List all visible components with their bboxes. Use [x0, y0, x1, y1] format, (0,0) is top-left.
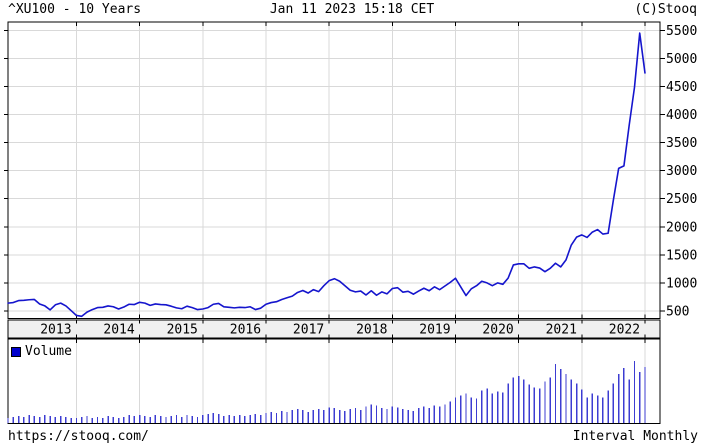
x-axis-year-label: 2016	[230, 323, 261, 338]
y-axis-label: 2000	[666, 220, 697, 235]
gridlines	[8, 22, 660, 424]
chart-title: ^XU100 - 10 Years	[8, 2, 142, 17]
x-axis-year-label: 2014	[103, 323, 134, 338]
year-axis-band	[7, 319, 661, 339]
volume-legend-label: Volume	[25, 344, 72, 359]
y-axis-label: 3000	[666, 164, 697, 179]
copyright-label: (C)Stooq	[634, 2, 697, 17]
y-axis-label: 500	[666, 304, 689, 319]
x-axis-year-label: 2017	[293, 323, 324, 338]
volume-legend: Volume	[11, 344, 72, 359]
x-axis-year-label: 2021	[546, 323, 577, 338]
x-axis-year-label: 2020	[482, 323, 513, 338]
y-axis-label: 4000	[666, 108, 697, 123]
volume-panel-border	[7, 338, 661, 424]
x-axis-year-label: 2019	[419, 323, 450, 338]
y-axis-label: 4500	[666, 80, 697, 95]
x-axis-year-label: 2015	[167, 323, 198, 338]
stooq-url-link[interactable]: https://stooq.com/	[8, 429, 149, 444]
y-axis-label: 1000	[666, 276, 697, 291]
axis-ticks	[4, 22, 665, 424]
x-axis-year-label: 2022	[609, 323, 640, 338]
y-axis-label: 5000	[666, 52, 697, 67]
y-axis-label: 2500	[666, 192, 697, 207]
interval-label: Interval Monthly	[572, 429, 698, 444]
volume-bars	[7, 361, 646, 423]
y-axis-label: 1500	[666, 248, 697, 263]
x-axis-year-label: 2013	[40, 323, 71, 338]
y-axis-label: 3500	[666, 136, 697, 151]
chart-timestamp: Jan 11 2023 15:18 CET	[269, 2, 435, 17]
x-axis-year-label: 2018	[356, 323, 387, 338]
price-line	[7, 32, 646, 318]
volume-legend-swatch-icon	[11, 346, 21, 357]
y-axis-label: 5500	[666, 24, 697, 39]
axis-labels: 500 1000 1500 2000 2500 3000 3500 4000 4500 5000 5…	[40, 24, 697, 338]
